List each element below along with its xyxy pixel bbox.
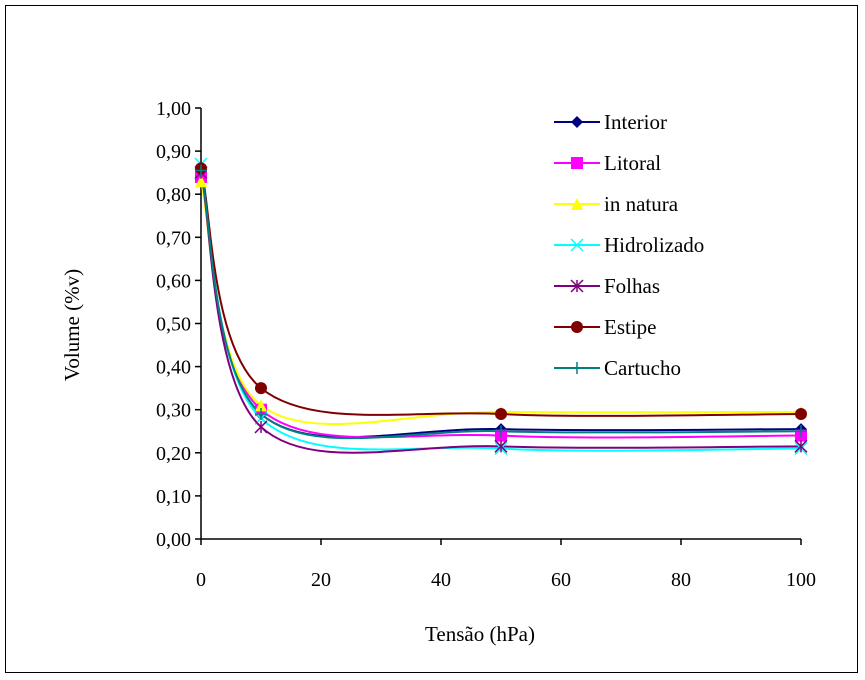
legend: Interior Litoral in natura Hidrolizado Folha… <box>554 110 704 380</box>
legend-label: in natura <box>604 192 679 216</box>
series-line <box>201 177 801 438</box>
axes: 0,00 0,10 0,20 0,30 0,40 0,50 0,60 0,70 0,80 0,90… <box>156 98 816 591</box>
y-tick-label: 0,50 <box>156 314 191 336</box>
data-point <box>255 382 267 394</box>
legend-label: Interior <box>604 110 667 134</box>
legend-marker <box>571 321 583 333</box>
y-tick-label: 0,20 <box>156 443 191 465</box>
series-markers <box>195 158 807 454</box>
legend-marker <box>571 157 583 169</box>
data-point <box>255 421 267 433</box>
x-tick-label: 80 <box>671 569 691 591</box>
data-point <box>495 408 507 420</box>
x-tick-label: 20 <box>311 569 331 591</box>
legend-label: Estipe <box>604 315 657 339</box>
x-tick-label: 40 <box>431 569 451 591</box>
data-point <box>795 408 807 420</box>
legend-marker <box>571 116 583 128</box>
legend-label: Hidrolizado <box>604 233 704 257</box>
x-axis-label: Tensão (hPa) <box>425 622 535 646</box>
y-tick-label: 0,80 <box>156 184 191 206</box>
legend-marker <box>571 362 583 374</box>
y-tick-label: 0,40 <box>156 357 191 379</box>
legend-label: Folhas <box>604 274 660 298</box>
y-tick-label: 0,30 <box>156 400 191 422</box>
y-tick-label: 0,10 <box>156 486 191 508</box>
series-line <box>201 168 801 416</box>
legend-label: Litoral <box>604 151 661 175</box>
y-axis-label: Volume (%v) <box>60 269 84 381</box>
series-line <box>201 173 801 437</box>
x-tick-label: 60 <box>551 569 571 591</box>
series-line <box>201 181 801 424</box>
series-line <box>201 170 801 438</box>
y-tick-label: 0,00 <box>156 529 191 551</box>
legend-label: Cartucho <box>604 356 681 380</box>
x-tick-label: 100 <box>786 569 816 591</box>
y-tick-label: 0,70 <box>156 227 191 249</box>
y-tick-label: 0,60 <box>156 270 191 292</box>
x-tick-label: 0 <box>196 569 206 591</box>
y-tick-label: 1,00 <box>156 98 191 120</box>
y-tick-label: 0,90 <box>156 141 191 163</box>
